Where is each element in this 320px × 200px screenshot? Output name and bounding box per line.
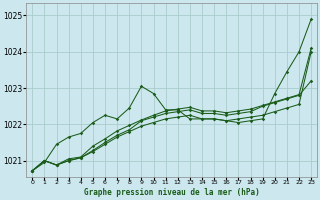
X-axis label: Graphe pression niveau de la mer (hPa): Graphe pression niveau de la mer (hPa) xyxy=(84,188,260,197)
